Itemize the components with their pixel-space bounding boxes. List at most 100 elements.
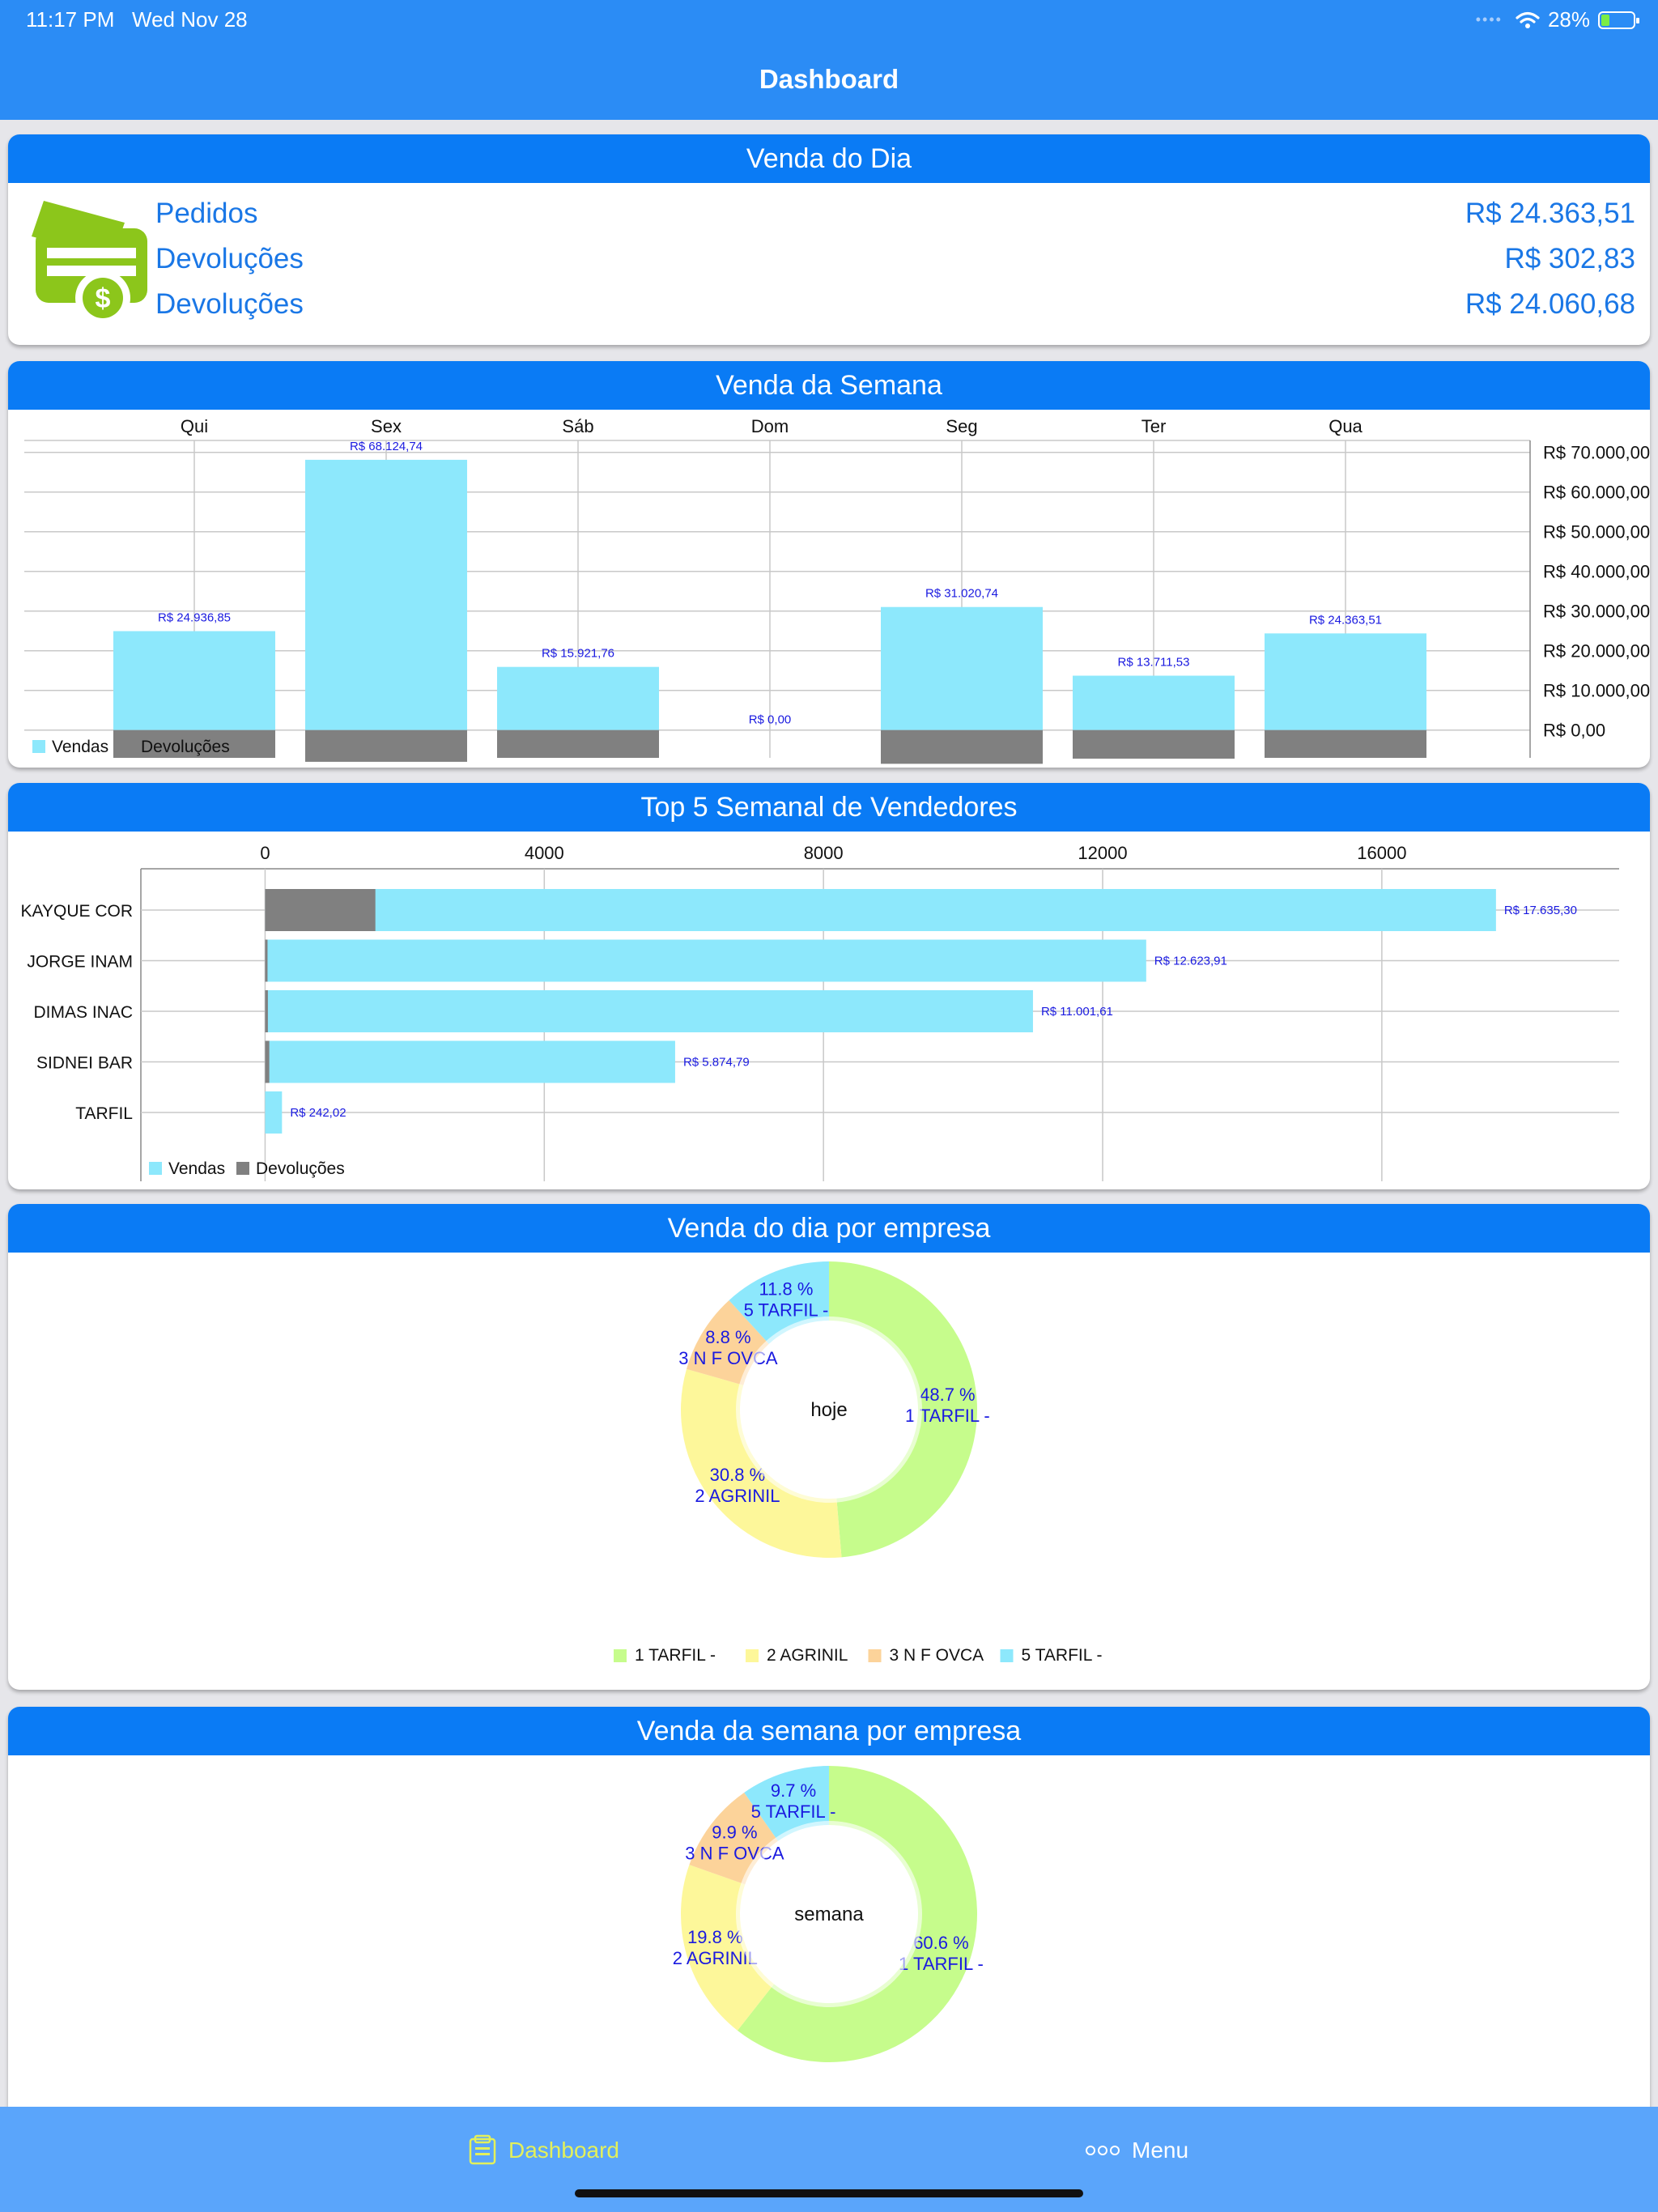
card-header-empresa-semana: Venda da semana por empresa xyxy=(8,1707,1650,1755)
bar-vendas xyxy=(265,889,1496,931)
y-tick-label: JORGE INAM xyxy=(27,953,133,972)
card-header-empresa-dia: Venda do dia por empresa xyxy=(8,1204,1650,1253)
pie-slice xyxy=(680,1368,842,1558)
tab-menu-label: Menu xyxy=(1132,2138,1189,2163)
y-tick-label: R$ 0,00 xyxy=(1543,721,1605,741)
y-tick-label: R$ 10.000,00 xyxy=(1543,681,1650,701)
empresa-semana-body: 60.6 % 1 TARFIL -19.8 % 2 AGRINIL 9.9 % 3 N … xyxy=(8,1755,1650,2128)
card-header-venda-da-semana: Venda da Semana xyxy=(8,361,1650,410)
bar-vendas xyxy=(265,1091,283,1134)
legend-label-vendas: Vendas xyxy=(52,738,108,756)
battery-icon xyxy=(1598,11,1639,29)
battery-percent: 28% xyxy=(1547,7,1590,32)
dashboard-icon xyxy=(469,2134,496,2165)
y-tick-label: R$ 50.000,00 xyxy=(1543,522,1650,542)
bar-vendas xyxy=(265,990,1033,1032)
row-label: Pedidos xyxy=(155,198,258,229)
donut-center-text: semana xyxy=(794,1904,864,1925)
status-time-date: 11:17 PM Wed Nov 28 xyxy=(26,7,248,32)
legend-swatch-vendas xyxy=(32,740,45,753)
bar-devolucoes xyxy=(305,730,467,762)
bar-vendas xyxy=(497,666,659,730)
card-empresa-semana: Venda da semana por empresa 60.6 % 1 TARF… xyxy=(8,1707,1650,2128)
pie-slice xyxy=(737,1766,977,2062)
x-tick-label: Qui xyxy=(181,416,208,436)
payment-card-icon: $ xyxy=(32,201,147,325)
x-tick-label: 0 xyxy=(260,843,270,863)
y-tick-label: R$ 40.000,00 xyxy=(1543,562,1650,582)
bar-value-label: R$ 31.020,74 xyxy=(925,587,998,601)
legend-label-devolucoes: Devoluções xyxy=(256,1159,345,1178)
wifi-icon xyxy=(1516,11,1540,28)
y-tick-label: TARFIL xyxy=(75,1104,133,1123)
x-tick-label: Sáb xyxy=(562,416,593,436)
status-right: •••• 28% xyxy=(1475,7,1639,32)
pie-value-label: 19.8 % xyxy=(687,1927,743,1947)
bar-vendas xyxy=(113,631,275,730)
pie-slice xyxy=(744,1766,829,1841)
row-pedidos: Pedidos R$ 24.363,51 xyxy=(155,191,1635,236)
bar-devolucoes xyxy=(265,1040,270,1083)
page-title: Dashboard xyxy=(759,64,899,94)
top5-body: 0 4000 8000 12000 16000 KAYQUE COR R$ 17.635,3… xyxy=(8,832,1650,1189)
tab-dashboard[interactable]: Dashboard xyxy=(468,2129,619,2172)
bar-value-label: R$ 0,00 xyxy=(749,713,792,727)
bar-value-label: R$ 24.363,51 xyxy=(1309,613,1382,627)
pie-value-label: 9.9 % xyxy=(712,1822,757,1842)
bar-vendas xyxy=(265,1040,675,1083)
venda-do-dia-body: $ Pedidos R$ 24.363,51 Devoluções R$ 302… xyxy=(8,183,1650,345)
bar-value-label: R$ 5.874,79 xyxy=(683,1056,750,1070)
pie-value-label: 48.7 % xyxy=(920,1385,976,1405)
legend-swatch-devolucoes xyxy=(236,1162,249,1175)
legend-swatch-vendas xyxy=(149,1162,162,1175)
legend-swatch xyxy=(1000,1649,1014,1662)
pie-slice xyxy=(829,1261,977,1558)
card-top5-vendedores: Top 5 Semanal de Vendedores 0 4000 8000 120… xyxy=(8,783,1650,1189)
row-value: R$ 302,83 xyxy=(1504,243,1635,274)
row-label: Devoluções xyxy=(155,243,304,274)
bar-devolucoes xyxy=(265,990,268,1032)
pie-value-label: 9.7 % xyxy=(771,1780,816,1801)
bar-value-label: R$ 12.623,91 xyxy=(1154,955,1227,968)
pie-value-label: 60.6 % xyxy=(913,1933,969,1953)
row-label: Devoluções xyxy=(155,288,304,320)
x-tick-label: Dom xyxy=(751,416,789,436)
pie-slice-label: 2 AGRINIL xyxy=(673,1948,758,1968)
pie-slice-label: 5 TARFIL - xyxy=(744,1300,829,1320)
nav-bar: Dashboard xyxy=(0,39,1658,120)
empresa-dia-body: 48.7 % 1 TARFIL -30.8 % 2 AGRINIL 8.8 % 3 N … xyxy=(8,1253,1650,1690)
card-empresa-dia: Venda do dia por empresa 48.7 % 1 TARFIL … xyxy=(8,1204,1650,1690)
row-value: R$ 24.363,51 xyxy=(1465,198,1635,229)
more-dots-icon xyxy=(1086,2146,1120,2155)
y-tick-label: R$ 20.000,00 xyxy=(1543,641,1650,661)
bar-value-label: R$ 68.124,74 xyxy=(350,440,423,453)
legend-label-devolucoes: Devoluções xyxy=(141,738,230,756)
home-indicator xyxy=(575,2189,1083,2197)
venda-semana-body: R$ 0,00 R$ 10.000,00 R$ 20.000,00 R$ 30.000… xyxy=(8,410,1650,768)
bar-vendas xyxy=(265,939,1146,982)
bar-devolucoes xyxy=(265,939,268,982)
x-tick-label: 16000 xyxy=(1357,843,1406,863)
pie-value-label: 11.8 % xyxy=(759,1278,814,1299)
pie-value-label: 30.8 % xyxy=(710,1465,766,1485)
pie-slice-label: 1 TARFIL - xyxy=(899,1954,984,1974)
y-tick-label: DIMAS INAC xyxy=(33,1003,133,1022)
bar-vendas xyxy=(305,459,467,730)
y-tick-label: SIDNEI BAR xyxy=(36,1054,133,1073)
bar-value-label: R$ 15.921,76 xyxy=(542,647,614,661)
signal-dots-icon: •••• xyxy=(1475,11,1503,28)
row-total: Devoluções R$ 24.060,68 xyxy=(155,282,1635,327)
bar-vendas xyxy=(1073,675,1235,730)
bar-devolucoes xyxy=(881,730,1043,764)
bar-value-label: R$ 13.711,53 xyxy=(1118,656,1190,670)
tab-menu[interactable]: Menu xyxy=(1085,2129,1188,2172)
legend-label-vendas: Vendas xyxy=(168,1159,225,1178)
bar-devolucoes xyxy=(113,730,275,758)
pie-value-label: 8.8 % xyxy=(705,1327,750,1347)
row-devolucoes: Devoluções R$ 302,83 xyxy=(155,236,1635,282)
x-tick-label: 12000 xyxy=(1078,843,1127,863)
legend-label: 3 N F OVCA xyxy=(890,1646,984,1665)
card-header-venda-do-dia: Venda do Dia xyxy=(8,134,1650,183)
